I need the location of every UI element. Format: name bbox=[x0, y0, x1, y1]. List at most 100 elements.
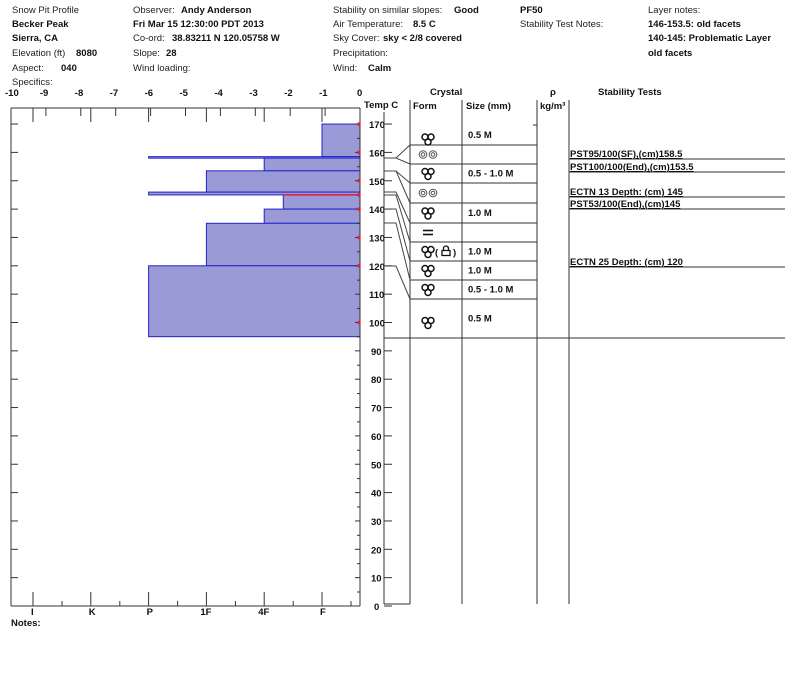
temperature-point bbox=[357, 320, 361, 325]
depth-label: 10 bbox=[371, 574, 382, 585]
temperature-point bbox=[357, 178, 361, 183]
layer-connector bbox=[384, 170, 411, 204]
crystal-size: 1.0 M bbox=[468, 247, 492, 258]
rounding-facets-icon bbox=[421, 316, 435, 330]
temperature-point bbox=[357, 193, 361, 197]
rounding-facets-icon bbox=[421, 283, 435, 297]
coord-label: Co-ord: bbox=[133, 33, 165, 44]
datetime: Fri Mar 15 12:30:00 PDT 2013 bbox=[133, 19, 264, 30]
depth-label: 0 bbox=[374, 602, 379, 613]
layer-connector bbox=[384, 222, 411, 281]
temp-tick-label: 0 bbox=[357, 88, 362, 99]
coord-value: 38.83211 N 120.05758 W bbox=[172, 33, 280, 44]
form-header: Form bbox=[413, 101, 437, 112]
layer-note: 146-153.5: old facets bbox=[648, 19, 741, 30]
aspect-value: 040 bbox=[61, 63, 77, 74]
rounding-facets-icon bbox=[421, 133, 435, 146]
stability-label: Stability on similar slopes: bbox=[333, 5, 443, 16]
crystal-size: 0.5 - 1.0 M bbox=[468, 285, 513, 296]
temp-tick-label: -3 bbox=[249, 88, 257, 99]
profile-title: Snow Pit Profile bbox=[12, 5, 80, 16]
depth-label: 40 bbox=[371, 489, 382, 500]
depth-label: 20 bbox=[371, 545, 382, 556]
crystal-size: 0.5 M bbox=[468, 314, 492, 325]
air-temp-label: Air Temperature: bbox=[333, 19, 404, 30]
specifics-label: Specifics: bbox=[12, 77, 53, 88]
layer-note: 140-145: Problematic Layer bbox=[648, 33, 772, 44]
crystal-size: 1.0 M bbox=[468, 208, 492, 219]
stability-test: PST95/100(SF),(cm)158.5 bbox=[570, 149, 683, 160]
layer-connector bbox=[384, 208, 411, 262]
paren-open: ( bbox=[435, 248, 439, 259]
temp-tick-label: -5 bbox=[180, 88, 189, 99]
layer-connector bbox=[384, 157, 411, 165]
region: Sierra, CA bbox=[12, 33, 58, 44]
hardness-bar bbox=[282, 194, 361, 210]
paren-close: ) bbox=[453, 248, 456, 259]
observer-value: Andy Anderson bbox=[181, 5, 252, 16]
depth-label: 170 bbox=[369, 120, 385, 131]
temperature-point bbox=[357, 150, 361, 155]
density-unit: kg/m³ bbox=[540, 101, 566, 112]
temp-tick-label: -4 bbox=[214, 88, 223, 99]
sky-label: Sky Cover: bbox=[333, 33, 380, 44]
lock-icon bbox=[441, 249, 451, 257]
size-header: Size (mm) bbox=[466, 101, 511, 112]
crystal-size: 0.5 - 1.0 M bbox=[468, 169, 513, 180]
stability-tests-header: Stability Tests bbox=[598, 87, 662, 98]
layer-connector bbox=[384, 194, 411, 243]
depth-label: 50 bbox=[371, 460, 382, 471]
depth-label: 120 bbox=[369, 262, 385, 273]
temp-tick-label: -6 bbox=[145, 88, 153, 99]
depth-label: 80 bbox=[371, 375, 382, 386]
hardness-tick-label: P bbox=[147, 607, 154, 618]
layer-connector bbox=[384, 191, 411, 224]
hardness-bar bbox=[205, 222, 361, 267]
melt-clusters-icon bbox=[418, 150, 438, 159]
crystal-size: 0.5 M bbox=[468, 130, 492, 141]
hardness-bar bbox=[263, 208, 361, 224]
air-temp-value: 8.5 C bbox=[413, 19, 436, 30]
rounding-facets-icon bbox=[421, 264, 435, 278]
depth-label: 140 bbox=[369, 205, 385, 216]
hardness-bar bbox=[148, 265, 361, 338]
elevation-value: 8080 bbox=[76, 48, 98, 59]
hardness-tick-label: K bbox=[89, 607, 96, 618]
precip-label: Precipitation: bbox=[333, 48, 388, 59]
wind-label: Wind: bbox=[333, 63, 358, 74]
hardness-bar bbox=[263, 157, 361, 172]
temp-tick-label: -2 bbox=[284, 88, 292, 99]
density-header: ρ bbox=[550, 87, 556, 98]
wind-loading-label: Wind loading: bbox=[133, 63, 191, 74]
pf-value: PF50 bbox=[520, 5, 543, 16]
depth-label: 70 bbox=[371, 404, 382, 415]
stability-notes-label: Stability Test Notes: bbox=[520, 19, 604, 30]
temperature-point bbox=[357, 122, 361, 126]
depth-label: 160 bbox=[369, 148, 385, 159]
layer-note: old facets bbox=[648, 48, 693, 59]
temp-tick-label: -7 bbox=[110, 88, 118, 99]
elevation-label: Elevation (ft) bbox=[12, 48, 66, 59]
hardness-bar bbox=[321, 123, 361, 158]
temperature-point bbox=[357, 207, 361, 211]
slope-label: Slope: bbox=[133, 48, 160, 59]
temperature-point bbox=[357, 264, 361, 268]
temp-tick-label: -1 bbox=[319, 88, 328, 99]
depth-label: 110 bbox=[369, 290, 384, 301]
stability-test: PST100/100(End),(cm)153.5 bbox=[570, 162, 694, 173]
layer-notes-label: Layer notes: bbox=[648, 5, 701, 16]
depth-label: 60 bbox=[371, 432, 382, 443]
depth-label: 130 bbox=[369, 233, 385, 244]
depth-label: 100 bbox=[369, 319, 385, 330]
stability-test: ECTN 13 Depth: (cm) 145 bbox=[570, 187, 684, 198]
lock-icon bbox=[442, 245, 450, 251]
melt-clusters-icon bbox=[418, 188, 438, 198]
location: Becker Peak bbox=[12, 19, 69, 30]
hardness-tick-label: 1F bbox=[200, 607, 211, 618]
crystal-size: 1.0 M bbox=[468, 266, 492, 277]
rounding-facets-icon bbox=[421, 245, 435, 259]
crystal-header: Crystal bbox=[430, 87, 463, 98]
wind-value: Calm bbox=[368, 63, 392, 74]
